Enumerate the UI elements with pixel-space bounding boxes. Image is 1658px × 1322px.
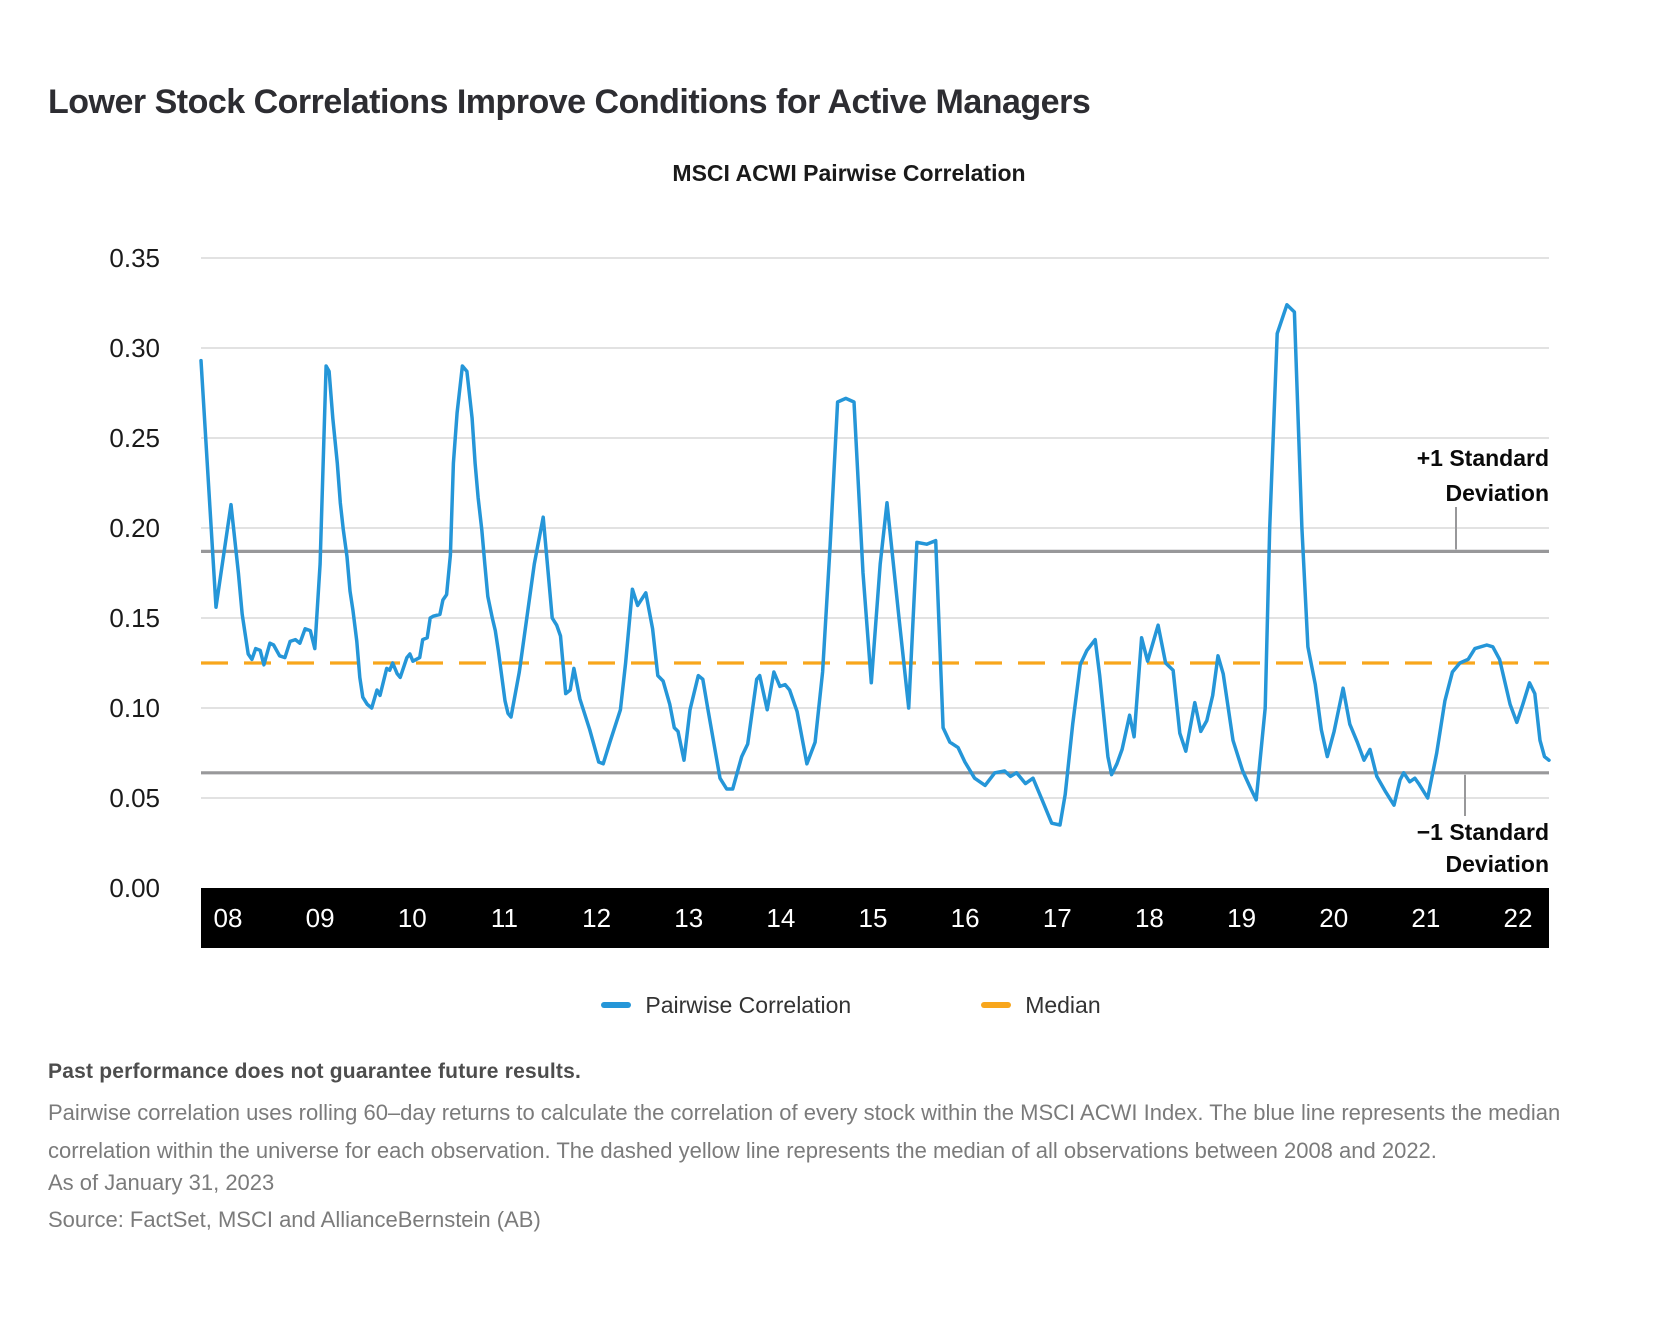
correlation-line-chart: 0.35 0.30 0.25 0.20 0.15 0.10 0.05 0.00 08 09 10 11… [109, 243, 1551, 948]
source-text: Source: FactSet, MSCI and AllianceBernst… [48, 1207, 541, 1232]
y-tick-0.20: 0.20 [109, 513, 160, 543]
x-tick-22: 22 [1504, 903, 1533, 933]
x-tick-18: 18 [1135, 903, 1164, 933]
x-tick-14: 14 [766, 903, 795, 933]
y-tick-0.25: 0.25 [109, 423, 160, 453]
x-tick-13: 13 [674, 903, 703, 933]
x-axis-bar [201, 888, 1549, 948]
y-tick-0.35: 0.35 [109, 243, 160, 273]
y-tick-0.00: 0.00 [109, 873, 160, 903]
legend-item-median: Median [981, 991, 1101, 1019]
y-tick-0.30: 0.30 [109, 333, 160, 363]
annotation-minus1sd-line2: Deviation [1445, 851, 1549, 877]
x-tick-17: 17 [1043, 903, 1072, 933]
y-tick-0.05: 0.05 [109, 783, 160, 813]
y-tick-0.10: 0.10 [109, 693, 160, 723]
x-tick-12: 12 [582, 903, 611, 933]
disclaimer-text: Past performance does not guarantee futu… [48, 1060, 581, 1083]
x-tick-16: 16 [951, 903, 980, 933]
y-tick-0.15: 0.15 [109, 603, 160, 633]
annotation-plus1sd-line2: Deviation [1445, 480, 1549, 506]
chart-title: MSCI ACWI Pairwise Correlation [672, 160, 1026, 186]
annotation-minus1sd-line1: −1 Standard [1417, 819, 1549, 845]
pairwise-line-swatch [601, 1002, 632, 1008]
chart-legend: Pairwise Correlation Median [44, 990, 1658, 1020]
legend-label-median: Median [1025, 991, 1101, 1018]
legend-item-pairwise: Pairwise Correlation [601, 992, 851, 1019]
series-pairwise-correlation [199, 303, 1551, 827]
annotation-plus1sd-line1: +1 Standard [1417, 445, 1549, 471]
x-tick-08: 08 [214, 903, 243, 933]
legend-label-pairwise: Pairwise Correlation [645, 991, 852, 1018]
x-tick-19: 19 [1227, 903, 1256, 933]
as-of-date: As of January 31, 2023 [48, 1170, 275, 1195]
x-tick-10: 10 [398, 903, 427, 933]
x-tick-15: 15 [859, 903, 888, 933]
x-tick-20: 20 [1319, 903, 1348, 933]
methodology-text: Pairwise correlation uses rolling 60–day… [48, 1100, 1561, 1163]
x-tick-09: 09 [306, 903, 335, 933]
median-line-swatch [981, 1002, 1012, 1008]
x-tick-11: 11 [491, 903, 518, 933]
page-title: Lower Stock Correlations Improve Conditi… [48, 82, 1091, 121]
x-tick-21: 21 [1411, 903, 1440, 933]
